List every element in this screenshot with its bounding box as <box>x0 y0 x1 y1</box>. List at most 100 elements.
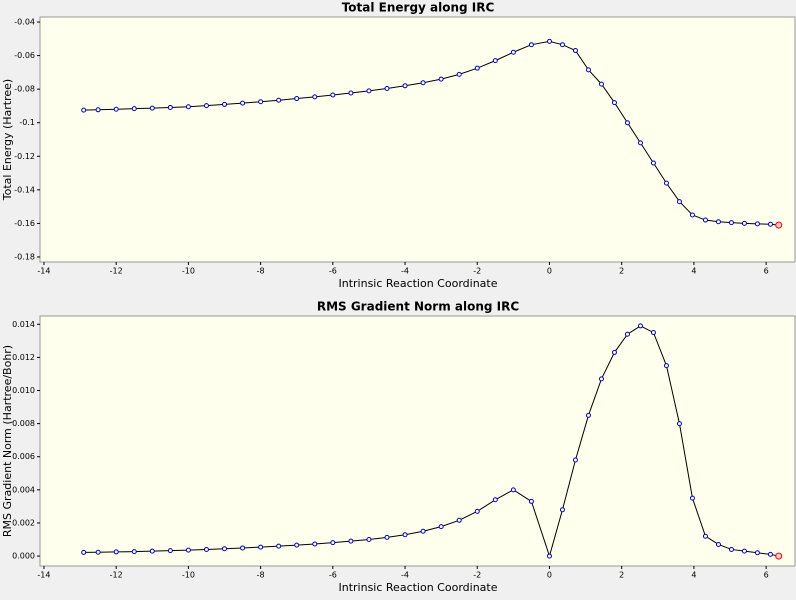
data-point <box>276 543 282 549</box>
data-point <box>559 42 565 48</box>
data-point <box>240 545 246 551</box>
data-point <box>702 533 708 539</box>
data-point <box>676 421 682 427</box>
x-tick-label: 6 <box>764 267 769 276</box>
data-point <box>650 330 656 336</box>
x-tick-label: -10 <box>182 267 195 276</box>
chart-title: RMS Gradient Norm along IRC <box>317 300 520 314</box>
data-point <box>312 541 318 547</box>
data-point <box>728 220 734 226</box>
data-point <box>754 550 760 556</box>
data-point <box>402 83 408 89</box>
y-tick-label: -0.04 <box>14 18 35 27</box>
data-point <box>637 323 643 329</box>
data-point <box>95 107 101 113</box>
data-point <box>546 38 552 44</box>
data-point <box>492 58 498 64</box>
y-tick-label: 0.002 <box>12 518 35 527</box>
x-tick-label: 0 <box>547 267 552 276</box>
x-tick-label: 6 <box>764 571 769 580</box>
data-point <box>676 199 682 205</box>
y-tick-label: 0.008 <box>12 419 35 428</box>
data-point <box>312 94 318 100</box>
y-axis-label: Total Energy (Hartree) <box>1 79 14 201</box>
x-tick-label: -14 <box>37 571 50 580</box>
data-point <box>185 547 191 553</box>
data-point <box>131 106 137 112</box>
data-point <box>456 517 462 523</box>
plot-area <box>39 16 796 263</box>
data-point <box>689 212 695 218</box>
data-point <box>113 549 119 555</box>
x-tick-label: -14 <box>37 267 50 276</box>
data-point <box>402 532 408 538</box>
x-tick-label: 2 <box>619 267 624 276</box>
x-tick-label: -2 <box>473 267 481 276</box>
data-point <box>149 105 155 111</box>
data-point <box>258 544 264 550</box>
x-axis-label: Intrinsic Reaction Coordinate <box>339 581 498 594</box>
data-point <box>348 538 354 544</box>
data-point <box>348 90 354 96</box>
data-point <box>775 552 783 560</box>
data-point <box>715 541 721 547</box>
data-point <box>258 99 264 105</box>
data-point <box>420 80 426 86</box>
data-point <box>474 65 480 71</box>
data-point <box>330 540 336 546</box>
data-point <box>276 97 282 103</box>
x-tick-label: -12 <box>110 571 123 580</box>
data-point <box>167 548 173 554</box>
data-point <box>741 220 747 226</box>
data-point <box>598 376 604 382</box>
data-point <box>650 160 656 166</box>
data-point <box>767 221 773 227</box>
data-point <box>366 88 372 94</box>
x-tick-label: -10 <box>182 571 195 580</box>
data-point <box>728 546 734 552</box>
x-tick-label: -8 <box>257 267 265 276</box>
data-point <box>754 221 760 227</box>
data-point <box>637 140 643 146</box>
x-axis-label: Intrinsic Reaction Coordinate <box>339 277 498 290</box>
data-point <box>663 363 669 369</box>
y-axis-label: RMS Gradient Norm (Hartree/Bohr) <box>1 345 14 537</box>
data-point <box>715 219 721 225</box>
y-tick-label: 0.006 <box>12 452 35 461</box>
data-point <box>438 76 444 82</box>
data-point <box>702 217 708 223</box>
data-point <box>438 524 444 530</box>
data-point <box>203 546 209 552</box>
data-point <box>546 553 552 559</box>
y-tick-label: -0.12 <box>14 152 35 161</box>
data-point <box>741 548 747 554</box>
data-point <box>294 542 300 548</box>
data-point <box>767 551 773 557</box>
data-point <box>81 549 87 555</box>
data-point <box>510 487 516 493</box>
x-tick-label: 4 <box>691 267 696 276</box>
data-point <box>624 120 630 126</box>
x-tick-label: 4 <box>691 571 696 580</box>
x-tick-label: -6 <box>329 267 337 276</box>
data-point <box>572 48 578 54</box>
data-point <box>474 508 480 514</box>
data-point <box>598 81 604 87</box>
data-point <box>384 85 390 91</box>
y-tick-label: -0.08 <box>14 85 35 94</box>
y-tick-label: 0.014 <box>12 320 35 329</box>
data-point <box>528 498 534 504</box>
data-point <box>611 349 617 355</box>
x-tick-label: -2 <box>473 571 481 580</box>
y-tick-label: -0.16 <box>14 219 35 228</box>
data-point <box>456 71 462 77</box>
data-point <box>222 101 228 107</box>
data-point <box>113 106 119 112</box>
x-tick-label: -6 <box>329 571 337 580</box>
x-tick-label: -4 <box>401 267 409 276</box>
data-point <box>492 497 498 503</box>
data-point <box>384 534 390 540</box>
x-tick-label: 0 <box>547 571 552 580</box>
